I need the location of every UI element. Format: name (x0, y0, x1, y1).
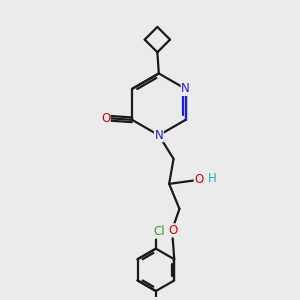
Text: O: O (194, 173, 203, 186)
Text: N: N (181, 82, 190, 95)
Text: Cl: Cl (154, 225, 165, 238)
Text: N: N (154, 129, 163, 142)
Text: H: H (208, 172, 216, 185)
Text: O: O (101, 112, 110, 125)
Text: O: O (168, 224, 177, 237)
